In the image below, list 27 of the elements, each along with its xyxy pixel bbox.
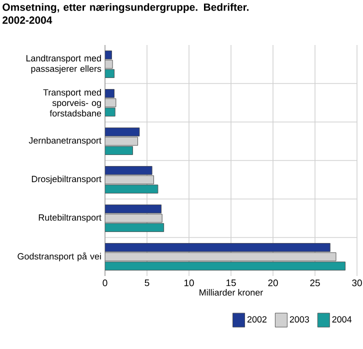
x-tick-label: 30 [352,280,362,286]
x-tick-label: 20 [268,280,278,286]
legend-label: 2002 [247,316,266,323]
x-tick-label: 25 [310,280,320,286]
bar [105,243,330,252]
y-tick-label: Transport med sporveis- og forstadsbane [43,89,102,117]
legend-label: 2004 [332,316,352,323]
x-tick-label: 5 [144,280,150,286]
chart-title: Omsetning, etter næringsundergruppe. Bedrifter. 2002-2004 [2,3,249,24]
bar [105,223,164,232]
y-tick-label: Rutebiltransport [38,214,102,222]
bar [105,128,140,136]
legend-label: 2003 [290,316,309,323]
bar [105,108,116,116]
bar [105,262,346,270]
bar [105,166,152,175]
y-tick-label: Drosjebiltransport [32,176,102,184]
x-tick-label: 0 [102,280,108,286]
bar [105,204,162,214]
bar [105,146,133,155]
y-tick-label: Godstransport på vei [18,252,101,262]
x-tick-label: 15 [226,280,236,286]
y-tick-label: Landtransport med passasjerer ellers [26,54,102,74]
x-axis-title: Milliarder kroner [200,289,263,296]
x-tick-label: 10 [184,280,194,286]
y-tick-label: Jernbanetransport [28,137,102,146]
bar [105,184,158,194]
